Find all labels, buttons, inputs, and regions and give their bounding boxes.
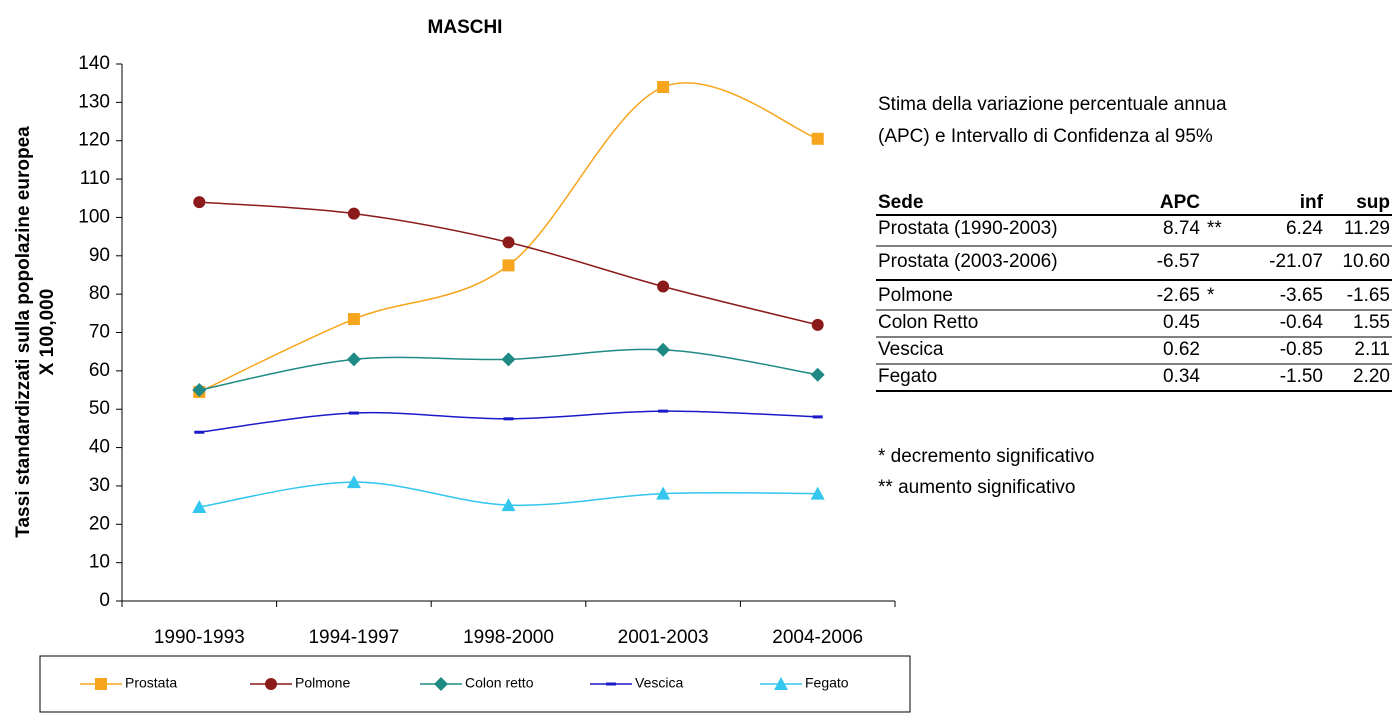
marker [348,411,359,415]
y-tick-label: 50 [89,398,110,419]
y-axis-label: Tassi standardizzati sulla popolazine eu… [13,126,34,538]
caption: (APC) e Intervallo di Confidenza al 95% [878,126,1213,147]
x-tick-label: 1994-1997 [308,627,399,648]
table-cell: 10.60 [1342,251,1390,272]
table-cell: Fegato [878,366,937,387]
marker [657,280,670,293]
marker [192,383,207,398]
marker [657,81,670,94]
table-cell: 11.29 [1344,218,1390,239]
legend-label: Prostata [125,675,177,691]
y-tick-label: 40 [89,437,110,458]
table-cell: -21.07 [1269,251,1323,272]
legend-marker [95,678,107,690]
chart-title: MASCHI [428,17,503,38]
table-cell: Vescica [878,339,944,360]
y-tick-label: 60 [89,360,110,381]
marker [656,486,671,500]
table-cell: -2.65 [1157,285,1200,306]
marker [346,475,361,489]
table-cell: -0.64 [1280,312,1324,333]
marker [503,417,514,421]
x-tick-label: 1998-2000 [463,627,554,648]
y-tick-label: 10 [89,552,110,573]
marker [812,415,823,419]
marker [501,498,516,512]
legend-marker [774,677,788,690]
y-tick-label: 20 [89,513,110,534]
legend-marker [606,682,616,686]
x-tick-label: 2001-2003 [618,627,709,648]
table-header: Sede [878,192,923,213]
y-tick-label: 80 [89,283,110,304]
legend-marker [265,678,277,690]
table-cell: -3.65 [1280,285,1323,306]
legend-label: Colon retto [465,675,534,691]
marker [501,352,516,367]
table-cell: 0.62 [1163,339,1200,360]
legend-label: Polmone [295,675,350,691]
x-tick-label: 1990-1993 [154,627,245,648]
marker [346,352,361,367]
table-cell: 0.45 [1163,312,1200,333]
marker [194,430,205,434]
table-cell: 8.74 [1163,218,1200,239]
y-tick-label: 0 [99,590,110,611]
table-cell: 0.34 [1163,366,1200,387]
table-cell: * [1207,285,1215,306]
table-cell: -0.85 [1280,339,1323,360]
table-cell: Polmone [878,285,953,306]
legend-marker [434,677,448,691]
marker [658,409,669,413]
table-cell: 1.55 [1353,312,1390,333]
marker [192,500,207,514]
marker [193,196,206,209]
legend-box [39,655,911,713]
y-axis-label: X 100,000 [37,289,58,376]
marker [347,207,360,220]
table-header: sup [1356,192,1390,213]
y-tick-label: 110 [80,168,110,189]
note: * decremento significativo [878,446,1095,467]
legend-label: Vescica [635,675,683,691]
marker [810,367,825,382]
marker [656,342,671,357]
table-cell: 2.11 [1354,339,1390,360]
table-header: inf [1300,192,1324,213]
marker [502,236,515,249]
y-tick-label: 140 [78,53,110,74]
marker [810,486,825,500]
table-cell: 6.24 [1286,218,1323,239]
marker [502,259,515,272]
marker [347,313,360,326]
note: ** aumento significativo [878,477,1076,498]
table-cell: 2.20 [1353,366,1390,387]
table-cell: Prostata (1990-2003) [878,218,1058,239]
y-tick-label: 100 [78,206,110,227]
marker [811,318,824,331]
table-cell: ** [1207,218,1222,239]
x-tick-label: 2004-2006 [772,627,863,648]
y-tick-label: 90 [89,245,110,266]
marker [811,132,824,145]
table-cell: -6.57 [1157,251,1200,272]
y-tick-label: 130 [78,91,110,112]
table-cell: Prostata (2003-2006) [878,251,1058,272]
caption: Stima della variazione percentuale annua [878,94,1227,115]
legend-label: Fegato [805,675,849,691]
table-cell: Colon Retto [878,312,978,333]
y-tick-label: 30 [89,475,110,496]
table-cell: -1.50 [1280,366,1323,387]
table-cell: -1.65 [1347,285,1390,306]
y-tick-label: 70 [89,322,110,343]
y-tick-label: 120 [78,130,110,151]
table-header: APC [1160,192,1200,213]
